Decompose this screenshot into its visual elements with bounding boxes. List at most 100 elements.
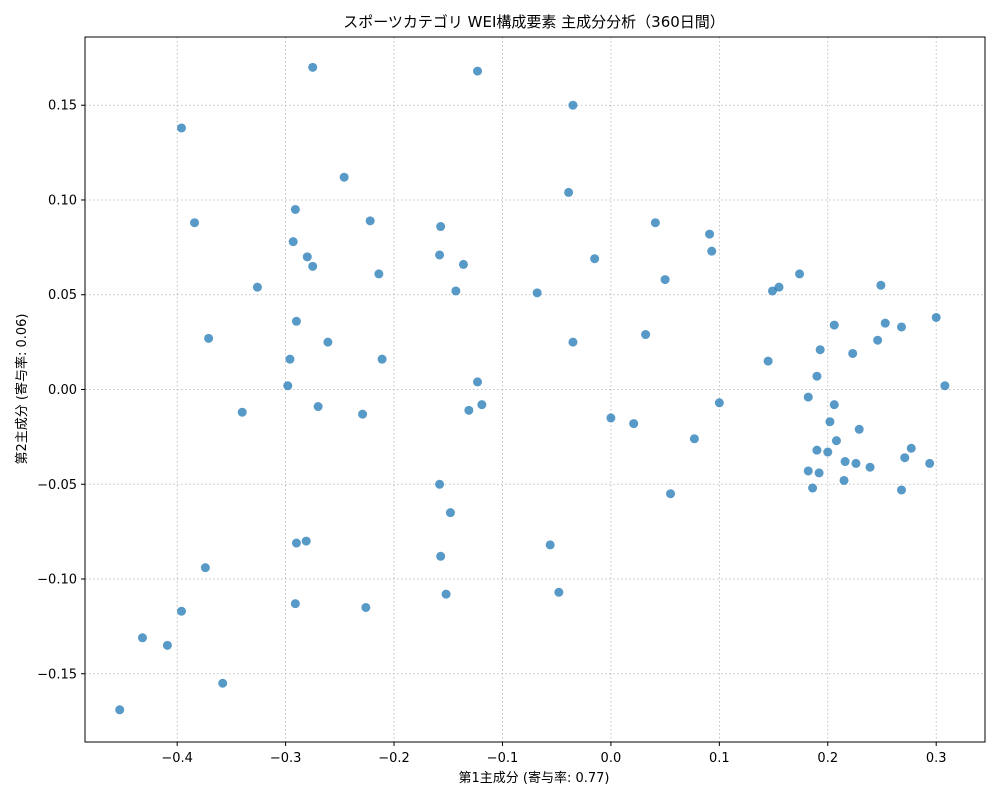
scatter-point [767, 286, 777, 296]
data-points [115, 62, 950, 715]
scatter-point [283, 381, 293, 391]
scatter-point [323, 337, 333, 347]
scatter-point [831, 436, 841, 446]
scatter-point [774, 282, 784, 292]
x-tick-label: −0.2 [378, 751, 410, 766]
scatter-point [814, 468, 824, 478]
scatter-point [629, 419, 639, 429]
scatter-point [840, 457, 850, 467]
scatter-point [554, 587, 564, 597]
scatter-point [545, 540, 555, 550]
scatter-point [473, 66, 483, 76]
scatter-point [435, 250, 445, 260]
scatter-point [137, 633, 147, 643]
chart-title: スポーツカテゴリ WEI構成要素 主成分分析（360日間） [343, 13, 725, 31]
scatter-point [473, 377, 483, 387]
x-tick-label: 0.1 [709, 751, 730, 766]
scatter-point [660, 275, 670, 285]
scatter-point [829, 320, 839, 330]
scatter-point [940, 381, 950, 391]
scatter-point [803, 466, 813, 476]
y-tick-label: 0.00 [48, 383, 77, 398]
x-tick-label: 0.2 [817, 751, 838, 766]
scatter-point [666, 489, 676, 499]
scatter-point [252, 282, 262, 292]
scatter-point [839, 475, 849, 485]
scatter-point [435, 479, 445, 489]
scatter-point [477, 400, 487, 410]
scatter-point [441, 589, 451, 599]
x-tick-label: 0.3 [926, 751, 947, 766]
scatter-point [568, 100, 578, 110]
scatter-point [812, 445, 822, 455]
scatter-point [218, 678, 228, 688]
scatter-point [925, 458, 935, 468]
gridlines [85, 37, 985, 742]
scatter-point [204, 333, 214, 343]
scatter-point [897, 322, 907, 332]
scatter-point [705, 229, 715, 239]
scatter-point [815, 345, 825, 355]
scatter-point [177, 606, 187, 616]
scatter-point [851, 458, 861, 468]
scatter-point [377, 354, 387, 364]
x-tick-label: −0.1 [487, 751, 519, 766]
scatter-point [829, 400, 839, 410]
scatter-point [302, 252, 312, 262]
scatter-point [568, 337, 578, 347]
scatter-point [445, 508, 455, 518]
scatter-point [865, 462, 875, 472]
scatter-point [825, 417, 835, 427]
x-axis-ticks: −0.4 −0.3 −0.2 −0.1 0.0 0.1 0.2 0.3 [161, 742, 947, 766]
scatter-point [308, 62, 318, 72]
scatter-point [714, 398, 724, 408]
scatter-point [900, 453, 910, 463]
y-axis-label: 第2主成分 (寄与率: 0.06) [14, 313, 30, 464]
scatter-point [451, 286, 461, 296]
scatter-point [436, 222, 446, 232]
scatter-point [848, 348, 858, 358]
scatter-point [641, 330, 651, 340]
scatter-point [190, 218, 200, 228]
scatter-point [301, 536, 311, 546]
scatter-point [876, 280, 886, 290]
scatter-point [931, 312, 941, 322]
y-tick-label: −0.10 [37, 573, 77, 588]
scatter-point [237, 407, 247, 417]
scatter-point [606, 413, 616, 423]
scatter-point [374, 269, 384, 279]
scatter-point [288, 237, 298, 247]
y-tick-label: 0.05 [48, 288, 77, 303]
scatter-point [290, 599, 300, 609]
x-tick-label: −0.3 [270, 751, 302, 766]
y-tick-label: −0.05 [37, 478, 77, 493]
scatter-point [707, 246, 717, 256]
scatter-point [854, 424, 864, 434]
scatter-point [291, 316, 301, 326]
scatter-point [897, 485, 907, 495]
scatter-point [564, 187, 574, 197]
scatter-point [308, 261, 318, 271]
y-tick-label: −0.15 [37, 667, 77, 682]
scatter-point [532, 288, 542, 298]
scatter-point [285, 354, 295, 364]
scatter-point [436, 551, 446, 561]
scatter-point [361, 602, 371, 612]
y-tick-label: 0.15 [48, 99, 77, 114]
scatter-point [650, 218, 660, 228]
scatter-point [823, 447, 833, 457]
scatter-point [200, 563, 210, 573]
scatter-point [339, 172, 349, 182]
scatter-point [795, 269, 805, 279]
scatter-point [812, 371, 822, 381]
scatter-point [177, 123, 187, 133]
y-axis-ticks: −0.15 −0.10 −0.05 0.00 0.05 0.10 0.15 [37, 99, 85, 682]
scatter-point [808, 483, 818, 493]
scatter-point [873, 335, 883, 345]
scatter-point [906, 443, 916, 453]
scatter-point [365, 216, 375, 226]
y-tick-label: 0.10 [48, 193, 77, 208]
scatter-point [313, 402, 323, 412]
scatter-point [803, 392, 813, 402]
